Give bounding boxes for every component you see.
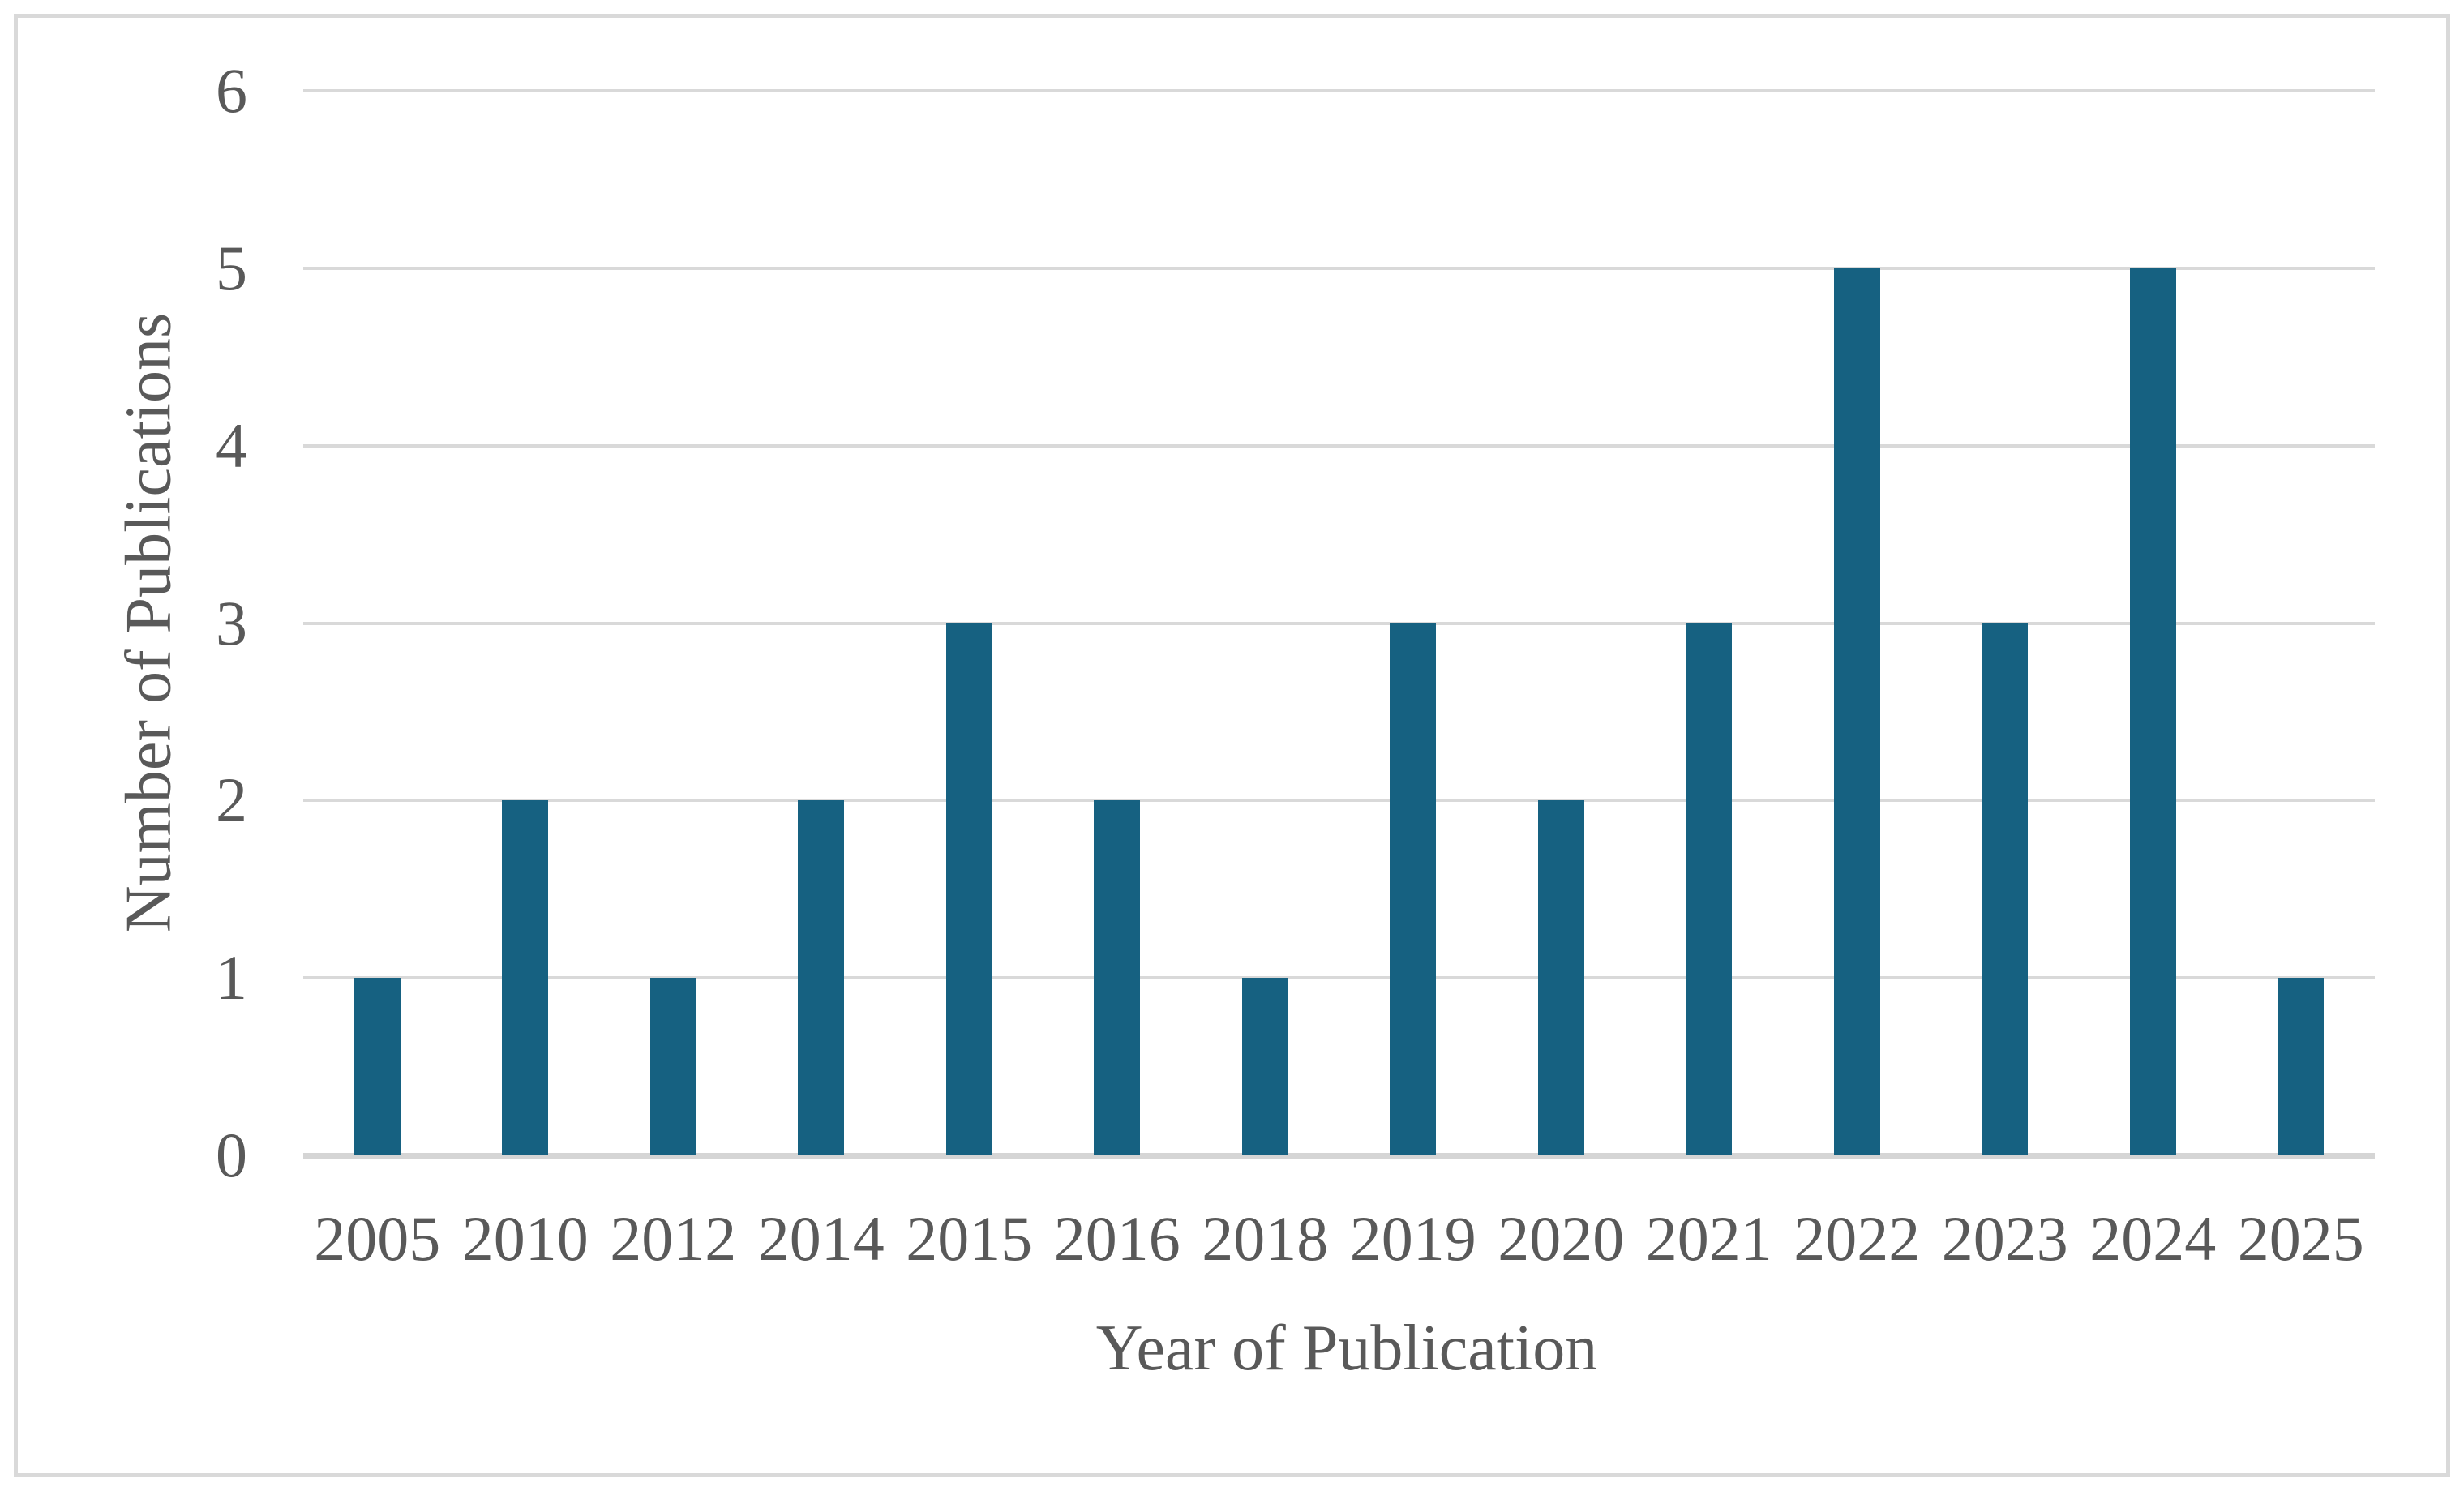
x-tick-label-2016: 2016: [1053, 1203, 1181, 1274]
x-tick-label-2023: 2023: [1941, 1203, 2068, 1274]
gridline-2: [303, 799, 2375, 803]
gridline-4: [303, 443, 2375, 448]
bar-2005: [354, 978, 401, 1155]
y-axis-title: Number of Publications: [113, 312, 185, 933]
bar-2023: [1982, 623, 2029, 1155]
y-tick-label-5: 5: [216, 232, 247, 303]
y-tick-label-0: 0: [216, 1120, 247, 1190]
bar-2010: [502, 800, 549, 1155]
x-axis-line: [303, 1153, 2375, 1159]
bar-2015: [945, 623, 992, 1155]
bar-2021: [1686, 623, 1733, 1155]
y-tick-label-6: 6: [216, 55, 247, 126]
gridline-6: [303, 89, 2375, 92]
gridline-3: [303, 621, 2375, 625]
bar-2022: [1833, 268, 1880, 1155]
x-tick-label-2021: 2021: [1645, 1203, 1772, 1274]
bar-2019: [1390, 623, 1437, 1155]
bar-2020: [1537, 800, 1584, 1155]
x-tick-label-2012: 2012: [610, 1203, 737, 1274]
x-tick-label-2020: 2020: [1498, 1203, 1625, 1274]
x-tick-label-2018: 2018: [1202, 1203, 1329, 1274]
plot-area: [303, 89, 2375, 1159]
y-tick-label-4: 4: [216, 409, 247, 481]
y-tick-label-2: 2: [216, 765, 247, 836]
x-tick-label-2019: 2019: [1349, 1203, 1476, 1274]
x-tick-label-2005: 2005: [314, 1203, 441, 1274]
x-tick-label-2022: 2022: [1793, 1203, 1921, 1274]
x-tick-label-2014: 2014: [757, 1203, 885, 1274]
x-tick-label-2024: 2024: [2089, 1203, 2217, 1274]
bar-2014: [798, 800, 845, 1155]
bar-2016: [1094, 800, 1141, 1155]
x-axis-title: Year of Publication: [1095, 1313, 1598, 1384]
bar-2012: [649, 978, 696, 1155]
bar-2024: [2129, 268, 2176, 1155]
gridline-5: [303, 266, 2375, 270]
x-tick-label-2025: 2025: [2237, 1203, 2364, 1274]
figure-border: [14, 14, 2450, 1477]
bar-2025: [2278, 978, 2325, 1155]
bar-2018: [1241, 978, 1288, 1155]
x-tick-label-2015: 2015: [906, 1203, 1033, 1274]
y-tick-label-1: 1: [216, 942, 247, 1013]
gridline-1: [303, 976, 2375, 980]
x-tick-label-2010: 2010: [461, 1203, 589, 1274]
y-tick-label-3: 3: [216, 587, 247, 658]
